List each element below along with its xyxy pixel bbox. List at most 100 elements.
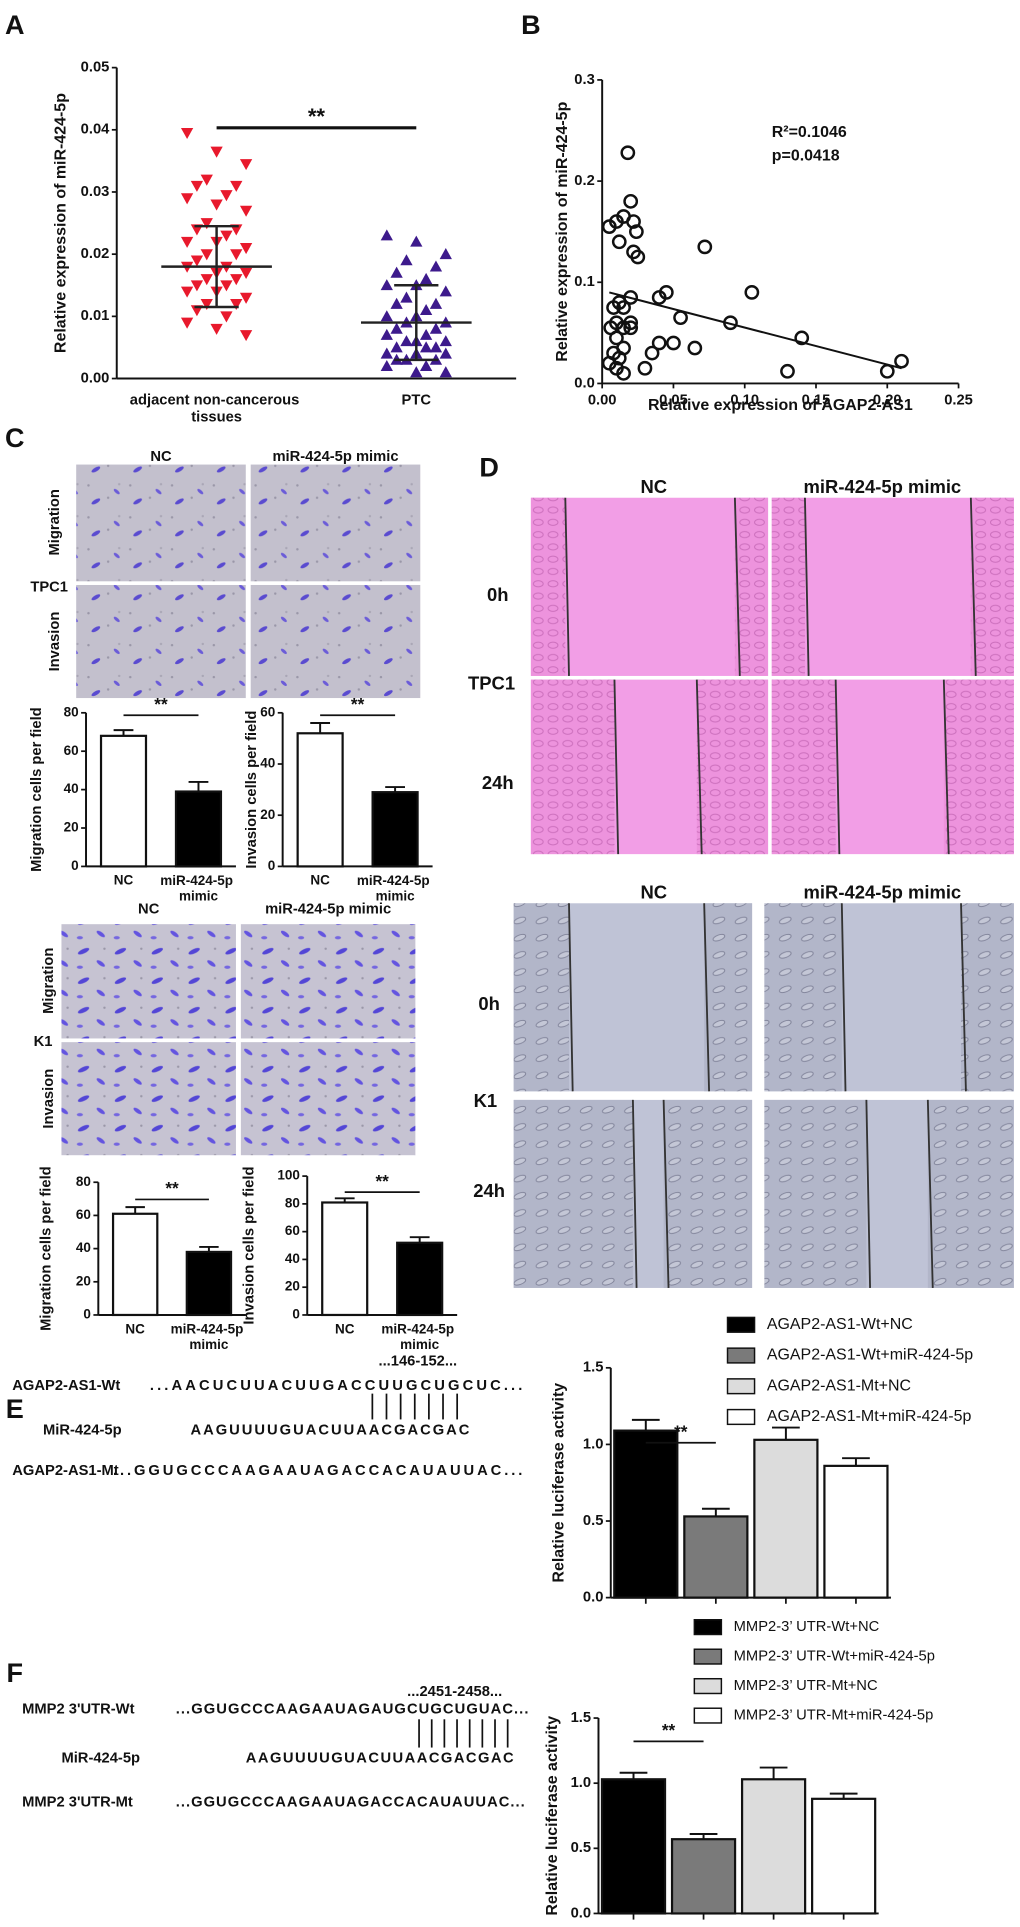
data-point — [439, 347, 452, 359]
micrograph — [61, 1042, 236, 1156]
significance-label: ** — [662, 1720, 676, 1740]
wound-edge — [865, 1099, 871, 1288]
y-tick-label: 0 — [71, 858, 79, 873]
sequence-label: MiR-424-5p — [61, 1750, 140, 1766]
y-tick-label: 0 — [83, 1307, 91, 1322]
wound-edge — [942, 679, 950, 855]
cell-line-label: TPC1 — [468, 672, 515, 693]
y-tick-label: 0.05 — [81, 60, 110, 76]
sequence-label: AGAP2-AS1-Mt — [12, 1463, 119, 1479]
y-axis-label: Relative expression of miR-424-5p — [554, 101, 571, 361]
data-point — [637, 360, 653, 376]
y-tick-label: 0.0 — [574, 375, 594, 391]
x-tick-label: 0.25 — [944, 393, 973, 409]
data-point — [390, 266, 403, 278]
data-point — [390, 297, 403, 309]
label-line: miR-424-5p — [171, 1321, 248, 1336]
wound-edge — [564, 497, 570, 676]
column-header: miR-424-5p mimic — [804, 881, 962, 902]
cell-area — [927, 1099, 1014, 1288]
annotation: p=0.0418 — [772, 147, 840, 164]
data-point — [210, 199, 223, 211]
data-point — [744, 285, 760, 300]
micrograph — [250, 464, 421, 582]
legend-label: AGAP2-AS1-Wt+miR-424-5p — [767, 1347, 973, 1364]
significance-label: ** — [165, 1178, 179, 1198]
wound-edge — [703, 903, 711, 1092]
data-point — [439, 285, 452, 297]
y-tick-label: 0.00 — [81, 370, 110, 386]
data-point — [658, 285, 674, 300]
bar — [753, 1438, 819, 1599]
y-tick-label: 0.5 — [583, 1513, 603, 1529]
y-tick-label: 0.01 — [81, 308, 110, 324]
data-point — [400, 291, 413, 303]
data-point — [410, 366, 423, 378]
row-label: 0h — [478, 993, 500, 1014]
y-tick-label: 20 — [76, 1273, 91, 1288]
cell-area — [704, 903, 753, 1092]
data-point — [419, 359, 433, 372]
bar — [613, 1429, 679, 1599]
y-tick-label: 0.3 — [574, 72, 594, 88]
x-tick-label: 0.00 — [588, 393, 617, 409]
y-tick-label: 0.04 — [81, 122, 110, 138]
data-point — [239, 267, 253, 279]
row-label: 0h — [487, 584, 508, 605]
data-point — [687, 340, 703, 356]
row-label: 24h — [482, 772, 514, 793]
data-point — [190, 180, 204, 192]
bar — [811, 1797, 877, 1915]
y-tick-label: 40 — [285, 1251, 300, 1266]
data-point — [780, 363, 795, 379]
row-label: Migration — [47, 489, 63, 555]
cell-area — [961, 903, 1014, 1092]
cell-area — [663, 1099, 753, 1288]
y-tick-label: 0.5 — [571, 1840, 591, 1856]
legend-label: MMP2-3’ UTR-Wt+NC — [734, 1619, 880, 1635]
data-point — [419, 303, 433, 316]
legend-label: AGAP2-AS1-Wt+NC — [767, 1316, 913, 1333]
data-point — [626, 244, 641, 260]
wound-edge — [733, 497, 741, 676]
data-point — [239, 292, 253, 304]
bar — [174, 790, 223, 868]
label-line: mimic — [179, 888, 219, 903]
y-tick-label: 40 — [76, 1240, 91, 1255]
cell-area — [513, 903, 569, 1092]
legend-label: AGAP2-AS1-Mt+miR-424-5p — [767, 1408, 972, 1425]
legend-label: MMP2-3’ UTR-Mt+miR-424-5p — [734, 1707, 934, 1723]
wound-edge — [840, 903, 847, 1092]
row-label: Invasion — [41, 1069, 57, 1129]
column-header: NC — [640, 476, 667, 497]
x-tick-label: 0.05 — [659, 393, 688, 409]
column-header: NC — [138, 901, 160, 917]
binding-site: ...2451-2458... — [407, 1684, 502, 1700]
data-point — [380, 328, 393, 340]
panel-letter: C — [5, 423, 25, 453]
cell-line-label: TPC1 — [30, 579, 68, 595]
micrograph — [250, 584, 421, 699]
y-tick-label: 1.0 — [571, 1775, 591, 1791]
y-tick-label: 0 — [292, 1307, 300, 1322]
data-point — [400, 335, 413, 347]
data-point — [620, 145, 636, 161]
data-point — [623, 315, 639, 331]
cell-area — [771, 679, 836, 855]
y-tick-label: 0.03 — [81, 184, 110, 200]
cell-area — [970, 497, 1014, 676]
sequence: ...GGUGCCCAAGAAUAGACCACAUAUUAC... — [176, 1795, 525, 1811]
bar — [670, 1838, 737, 1915]
wound-edge — [662, 1099, 670, 1288]
y-tick-label: 1.5 — [571, 1710, 591, 1726]
y-tick-label: 1.0 — [583, 1436, 603, 1452]
data-point — [616, 300, 631, 315]
data-point — [429, 260, 443, 272]
panel-letter: B — [521, 10, 541, 40]
cell-area — [943, 679, 1014, 855]
x-tick-label: miR-424-5p mimic — [357, 873, 434, 904]
bar — [396, 1241, 444, 1317]
data-point — [230, 180, 243, 192]
